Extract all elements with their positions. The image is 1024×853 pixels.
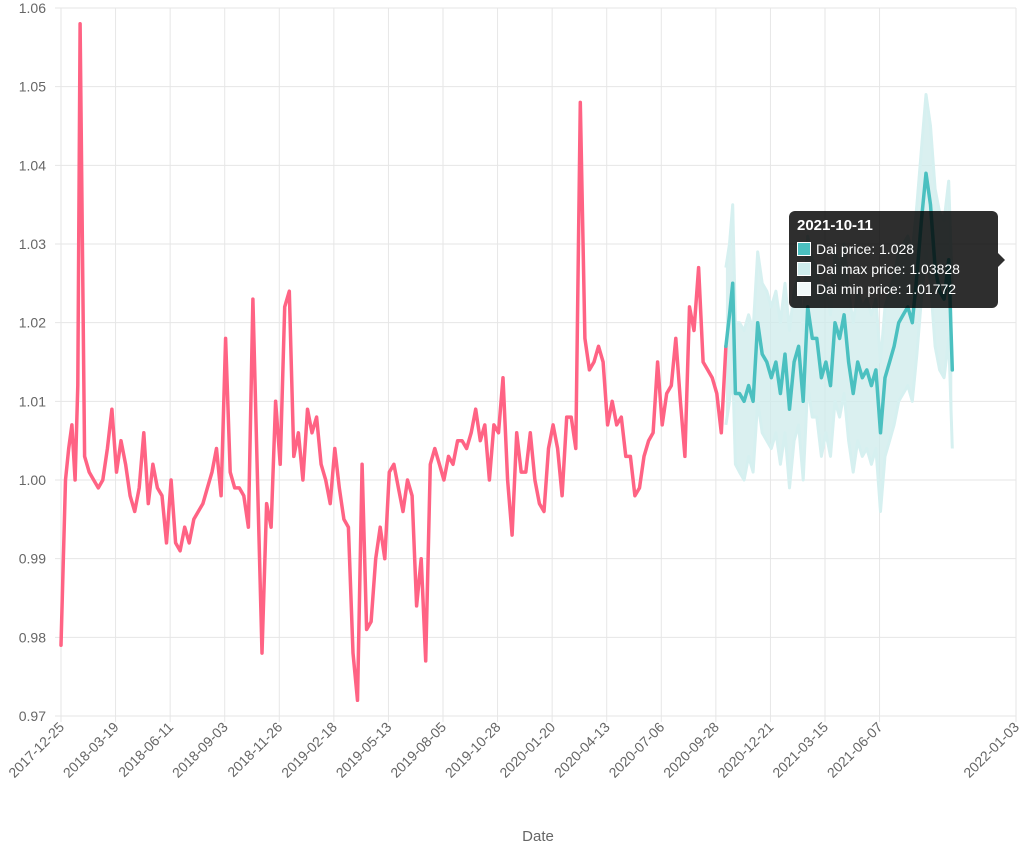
tooltip-label-price: Dai price: 1.028: [816, 241, 915, 257]
x-tick-label: 2018-03-19: [60, 719, 122, 781]
x-tick-label: 2020-04-13: [551, 719, 613, 781]
tooltip-swatch-price: [797, 242, 811, 256]
x-tick-label: 2020-09-28: [660, 719, 722, 781]
tooltip-arrow: [998, 253, 1005, 267]
tooltip-swatch-max: [797, 262, 811, 276]
x-tick-label: 2020-01-20: [496, 719, 558, 781]
tooltip-row-max: Dai max price: 1.03828: [797, 259, 990, 279]
tooltip-row-price: Dai price: 1.028: [797, 239, 990, 259]
y-tick-label: 1.06: [19, 0, 46, 16]
y-tick-label: 1.05: [19, 79, 46, 95]
y-tick-label: 1.02: [19, 315, 46, 331]
tooltip-title: 2021-10-11: [797, 217, 873, 234]
y-tick-label: 1.01: [19, 393, 46, 409]
y-axis: 0.97 0.98 0.99 1.00 1.01 1.02 1.03 1.04 1.05 1.06: [19, 0, 46, 724]
x-tick-label: 2017-12-25: [5, 719, 67, 781]
x-tick-label: 2021-06-07: [824, 719, 886, 781]
x-tick-label: 2019-02-18: [278, 719, 340, 781]
x-tick-label: 2020-12-21: [715, 719, 777, 781]
x-tick-label: 2018-06-11: [115, 719, 176, 780]
series-lines: [59, 21, 955, 703]
x-tick-label: 2021-03-15: [769, 719, 831, 781]
tooltip-label-max: Dai max price: 1.03828: [816, 261, 960, 277]
y-tick-label: 0.98: [19, 629, 46, 645]
x-axis-title: Date: [522, 828, 554, 845]
x-tick-label: 2020-07-06: [605, 719, 667, 781]
y-tick-label: 1.04: [19, 157, 46, 173]
x-tick-label: 2018-11-26: [224, 719, 285, 780]
tooltip-row-min: Dai min price: 1.01772: [797, 279, 990, 299]
x-tick-label: 2019-10-28: [442, 719, 504, 781]
y-tick-label: 1.03: [19, 236, 46, 252]
tooltip: 2021-10-11 Dai price: 1.028 Dai max pric…: [789, 211, 1005, 308]
x-tick-label: 2022-01-03: [960, 719, 1022, 781]
tooltip-swatch-min: [797, 282, 811, 296]
series-line-min: [724, 250, 954, 513]
y-tick-label: 0.99: [19, 551, 46, 567]
y-tick-label: 1.00: [19, 472, 46, 488]
x-tick-label: 2019-08-05: [387, 719, 449, 781]
y-tick-label: 0.97: [19, 708, 46, 724]
x-tick-label: 2019-05-13: [333, 719, 395, 781]
x-axis: 2017-12-252018-03-192018-06-112018-09-03…: [5, 719, 1022, 781]
x-tick-label: 2018-09-03: [169, 719, 231, 781]
series-line-history: [59, 21, 728, 703]
tooltip-label-min: Dai min price: 1.01772: [816, 281, 957, 297]
